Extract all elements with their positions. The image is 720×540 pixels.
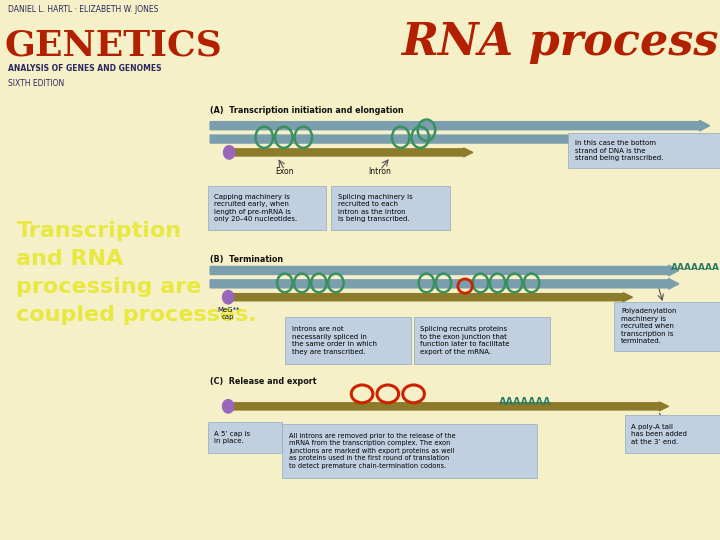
FancyArrow shape — [233, 148, 473, 157]
FancyArrow shape — [210, 279, 679, 289]
Ellipse shape — [222, 291, 234, 304]
FancyArrow shape — [210, 265, 679, 276]
FancyBboxPatch shape — [282, 424, 537, 478]
Text: Introns are not
necessarily spliced in
the same order in which
they are transcri: Introns are not necessarily spliced in t… — [292, 326, 377, 355]
FancyBboxPatch shape — [331, 186, 449, 231]
FancyBboxPatch shape — [207, 186, 326, 231]
Text: DANIEL L. HARTL · ELIZABETH W. JONES: DANIEL L. HARTL · ELIZABETH W. JONES — [8, 5, 158, 14]
Text: Exon: Exon — [276, 167, 294, 176]
Text: AAAAAAA: AAAAAAA — [498, 397, 551, 407]
Text: (B)  Termination: (B) Termination — [210, 255, 283, 264]
Ellipse shape — [223, 146, 235, 159]
FancyBboxPatch shape — [614, 302, 720, 350]
FancyBboxPatch shape — [285, 317, 411, 364]
Text: GENETICS: GENETICS — [5, 28, 222, 62]
Text: AAAAAAA: AAAAAAA — [671, 263, 720, 272]
FancyBboxPatch shape — [625, 415, 720, 453]
Text: RNA processing: RNA processing — [401, 21, 720, 64]
FancyBboxPatch shape — [568, 133, 720, 168]
Text: In this case the bottom
strand of DNA is the
strand being transcribed.: In this case the bottom strand of DNA is… — [575, 140, 663, 161]
FancyArrow shape — [210, 120, 710, 131]
FancyBboxPatch shape — [207, 422, 282, 453]
Text: (C)  Release and export: (C) Release and export — [210, 377, 317, 387]
FancyArrow shape — [210, 134, 710, 144]
Text: ANALYSIS OF GENES AND GENOMES: ANALYSIS OF GENES AND GENOMES — [8, 64, 161, 73]
FancyArrow shape — [233, 402, 668, 411]
Text: Capping machinery is
recruited early, when
length of pre-mRNA is
only 20–40 nucl: Capping machinery is recruited early, wh… — [215, 194, 297, 222]
FancyArrow shape — [233, 293, 632, 302]
Text: Intron: Intron — [369, 167, 392, 176]
Text: MeG**
cap: MeG** cap — [217, 307, 239, 320]
Ellipse shape — [222, 400, 234, 413]
Text: A poly-A tail
has been added
at the 3’ end.: A poly-A tail has been added at the 3’ e… — [631, 424, 688, 445]
Text: Transcription
and RNA
processing are
coupled processes.: Transcription and RNA processing are cou… — [17, 221, 257, 325]
Text: All introns are removed prior to the release of the
mRNA from the transcription : All introns are removed prior to the rel… — [289, 433, 456, 469]
Text: SIXTH EDITION: SIXTH EDITION — [8, 79, 64, 89]
Text: A 5’ cap is
in place.: A 5’ cap is in place. — [215, 431, 251, 444]
FancyBboxPatch shape — [413, 317, 550, 364]
Text: Splicing machinery is
recruited to each
intron as the intron
is being transcribe: Splicing machinery is recruited to each … — [338, 194, 413, 222]
Text: (A)  Transcription initiation and elongation: (A) Transcription initiation and elongat… — [210, 106, 404, 114]
Text: Polyadenylation
machinery is
recruited when
transcription is
terminated.: Polyadenylation machinery is recruited w… — [621, 308, 677, 344]
Text: Splicing recruits proteins
to the exon junction that
function later to facilitat: Splicing recruits proteins to the exon j… — [420, 326, 510, 355]
